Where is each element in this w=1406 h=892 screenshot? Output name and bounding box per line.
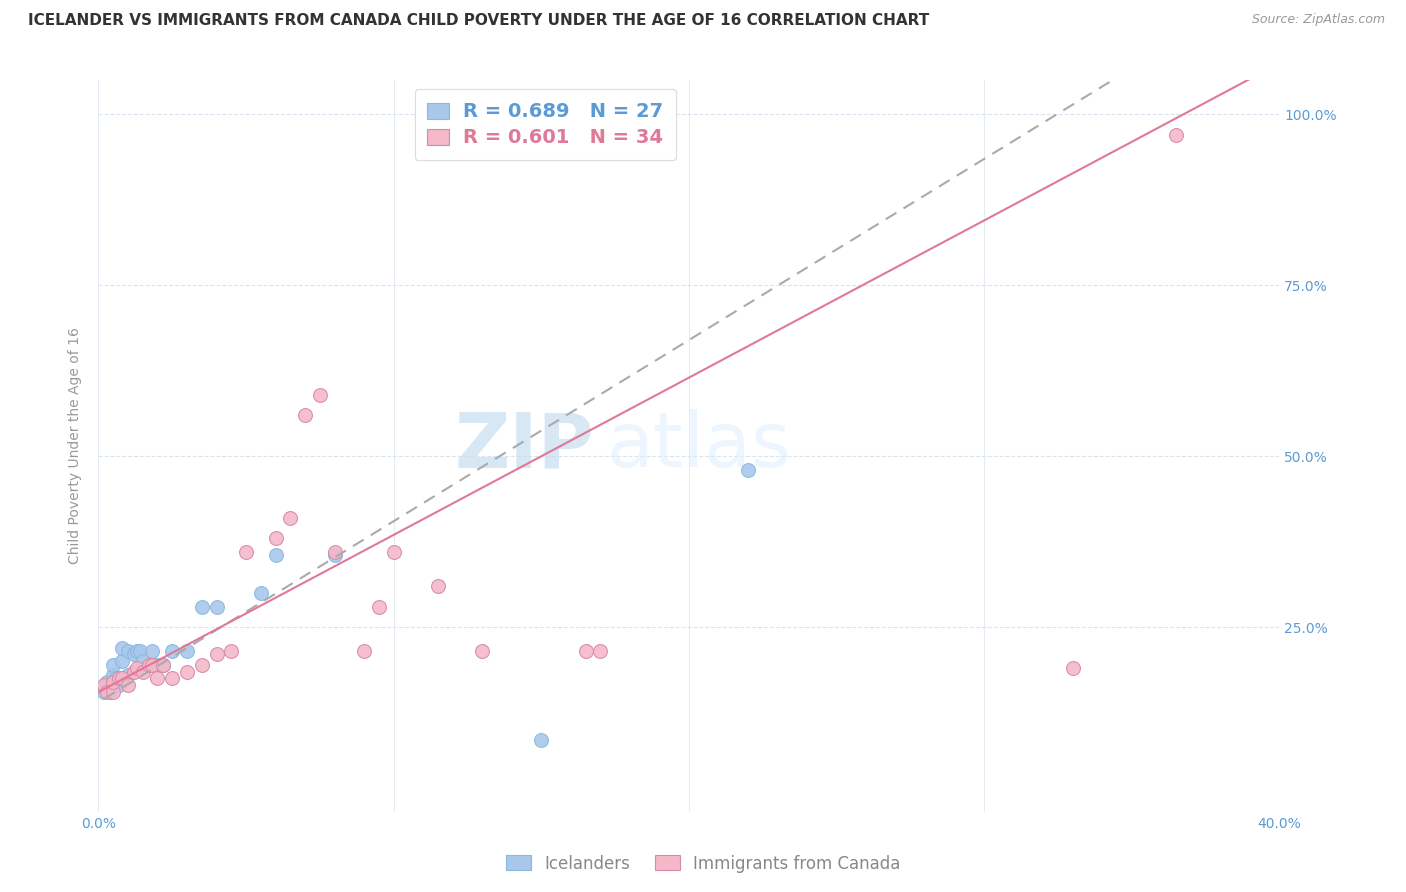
Point <box>737 463 759 477</box>
Point <box>122 665 145 679</box>
Point <box>152 657 174 672</box>
Y-axis label: Child Poverty Under the Age of 16: Child Poverty Under the Age of 16 <box>69 327 83 565</box>
Point <box>294 409 316 423</box>
Point <box>111 640 134 655</box>
Point <box>108 672 131 686</box>
Point <box>250 586 273 600</box>
Point <box>103 674 125 689</box>
Point <box>111 654 134 668</box>
Point <box>105 672 128 686</box>
Point <box>323 545 346 559</box>
Point <box>103 685 125 699</box>
Point <box>117 678 139 692</box>
Point <box>125 661 148 675</box>
Point <box>191 599 214 614</box>
Point <box>96 674 118 689</box>
Point <box>111 672 134 686</box>
Point <box>103 668 125 682</box>
Point <box>368 599 391 614</box>
Point <box>353 644 375 658</box>
Point <box>264 531 287 545</box>
Point <box>382 545 405 559</box>
Point <box>471 644 494 658</box>
Point <box>427 579 450 593</box>
Point <box>235 545 257 559</box>
Point <box>152 657 174 672</box>
Text: Source: ZipAtlas.com: Source: ZipAtlas.com <box>1251 13 1385 27</box>
Point <box>125 644 148 658</box>
Point <box>264 549 287 563</box>
Point <box>96 685 118 699</box>
Point <box>309 388 332 402</box>
Point <box>1164 128 1187 142</box>
Legend: R = 0.689   N = 27, R = 0.601   N = 34: R = 0.689 N = 27, R = 0.601 N = 34 <box>415 89 676 160</box>
Text: atlas: atlas <box>606 409 792 483</box>
Point <box>589 644 612 658</box>
Point <box>1062 661 1084 675</box>
Point <box>103 657 125 672</box>
Point <box>93 685 115 699</box>
Point <box>146 672 169 686</box>
Point <box>205 648 228 662</box>
Text: ICELANDER VS IMMIGRANTS FROM CANADA CHILD POVERTY UNDER THE AGE OF 16 CORRELATIO: ICELANDER VS IMMIGRANTS FROM CANADA CHIL… <box>28 13 929 29</box>
Point <box>162 644 183 658</box>
Point <box>93 678 115 692</box>
Text: ZIP: ZIP <box>456 409 595 483</box>
Point <box>117 644 139 658</box>
Point <box>205 599 228 614</box>
Point <box>108 678 131 692</box>
Point <box>141 657 163 672</box>
Point <box>162 672 183 686</box>
Point <box>98 685 121 699</box>
Point <box>122 648 145 662</box>
Point <box>132 665 155 679</box>
Point <box>176 644 198 658</box>
Point <box>191 657 214 672</box>
Point <box>138 657 160 672</box>
Point <box>530 733 553 747</box>
Point <box>141 644 163 658</box>
Point <box>146 657 169 672</box>
Legend: Icelanders, Immigrants from Canada: Icelanders, Immigrants from Canada <box>499 848 907 880</box>
Point <box>574 644 596 658</box>
Point <box>278 510 302 524</box>
Point <box>128 644 150 658</box>
Point <box>323 549 346 563</box>
Point <box>219 644 242 658</box>
Point <box>176 665 198 679</box>
Point <box>132 654 155 668</box>
Point <box>117 668 139 682</box>
